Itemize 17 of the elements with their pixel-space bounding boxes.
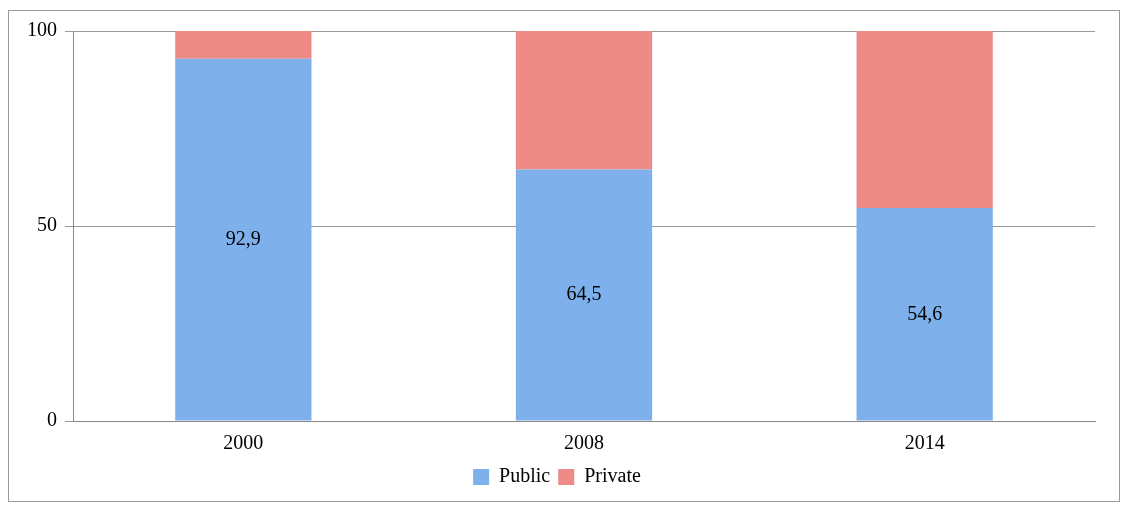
bar (515, 31, 653, 170)
y-tick-label: 0 (47, 408, 57, 431)
bar (856, 31, 993, 209)
legend-label: Private (584, 464, 641, 487)
bar (856, 208, 993, 421)
y-tick-label: 50 (37, 213, 57, 236)
y-tick-label: 100 (27, 18, 57, 41)
data-label: 64,5 (566, 282, 602, 305)
bar (175, 58, 312, 421)
bar (515, 169, 653, 421)
x-tick-label: 2008 (564, 431, 604, 454)
x-tick-label: 2014 (904, 431, 945, 454)
bar (175, 31, 312, 59)
data-label: 54,6 (907, 301, 943, 324)
data-label: 92,9 (225, 226, 261, 249)
legend-label: Public (499, 464, 551, 487)
x-tick-label: 2000 (223, 431, 264, 454)
